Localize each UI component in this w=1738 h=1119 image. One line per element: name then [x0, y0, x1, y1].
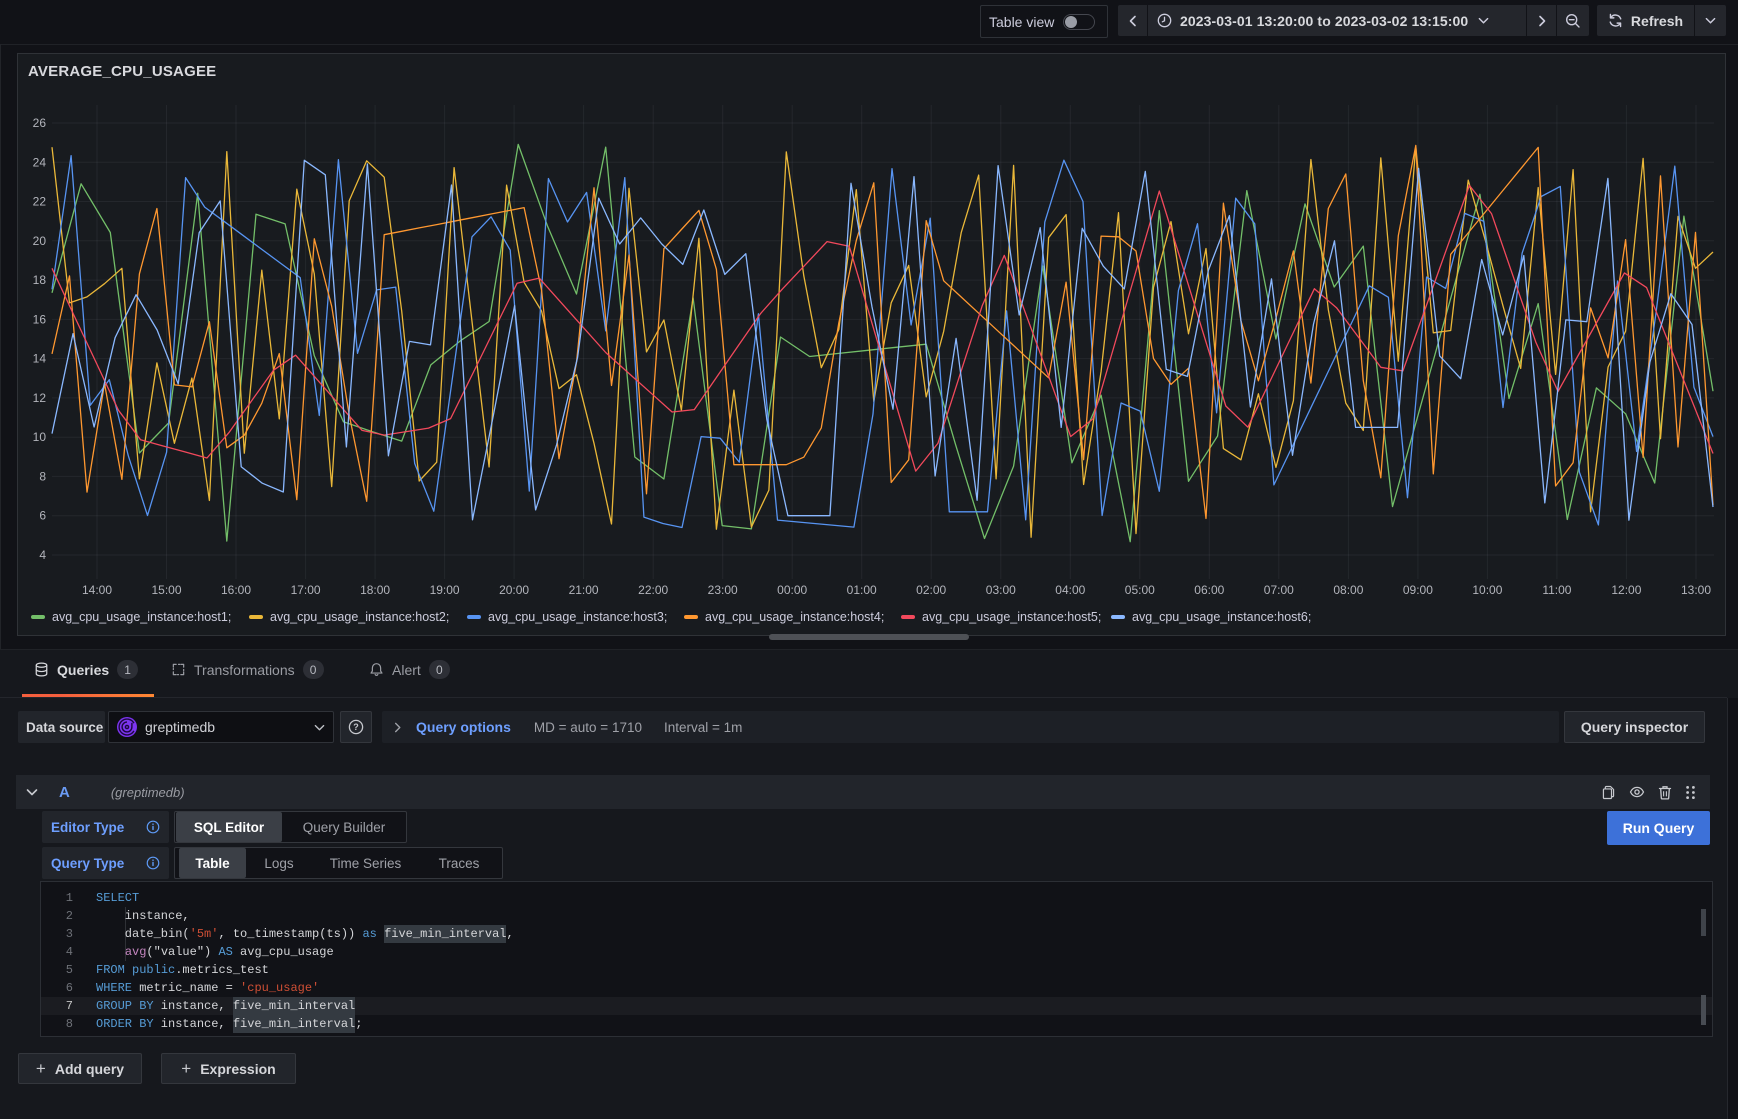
svg-text:08:00: 08:00	[1333, 583, 1363, 597]
svg-text:00:00: 00:00	[777, 583, 807, 597]
svg-text:14:00: 14:00	[82, 583, 112, 597]
svg-text:17:00: 17:00	[291, 583, 321, 597]
svg-text:8: 8	[39, 469, 46, 483]
svg-text:04:00: 04:00	[1055, 583, 1085, 597]
svg-text:20: 20	[33, 234, 47, 248]
svg-text:26: 26	[33, 116, 47, 130]
svg-text:22:00: 22:00	[638, 583, 668, 597]
svg-text:avg_cpu_usage_instance:host2;: avg_cpu_usage_instance:host2;	[270, 610, 449, 624]
svg-text:18: 18	[33, 273, 47, 287]
svg-text:02:00: 02:00	[916, 583, 946, 597]
svg-text:4: 4	[39, 548, 46, 562]
svg-text:03:00: 03:00	[986, 583, 1016, 597]
svg-text:13:00: 13:00	[1681, 583, 1711, 597]
svg-text:avg_cpu_usage_instance:host5;: avg_cpu_usage_instance:host5;	[922, 610, 1101, 624]
svg-text:11:00: 11:00	[1542, 583, 1571, 597]
svg-text:22: 22	[33, 195, 47, 209]
svg-text:16:00: 16:00	[221, 583, 251, 597]
svg-text:?: ?	[353, 722, 359, 732]
svg-text:avg_cpu_usage_instance:host4;: avg_cpu_usage_instance:host4;	[705, 610, 884, 624]
svg-text:15:00: 15:00	[151, 583, 181, 597]
svg-text:09:00: 09:00	[1403, 583, 1433, 597]
svg-text:14: 14	[33, 352, 47, 366]
svg-text:06:00: 06:00	[1194, 583, 1224, 597]
svg-text:01:00: 01:00	[847, 583, 877, 597]
svg-text:19:00: 19:00	[430, 583, 460, 597]
svg-text:16: 16	[33, 312, 47, 326]
svg-text:avg_cpu_usage_instance:host6;: avg_cpu_usage_instance:host6;	[1132, 610, 1311, 624]
svg-text:6: 6	[39, 509, 46, 523]
svg-text:12:00: 12:00	[1611, 583, 1641, 597]
svg-text:07:00: 07:00	[1264, 583, 1294, 597]
svg-text:23:00: 23:00	[708, 583, 738, 597]
svg-text:avg_cpu_usage_instance:host3;: avg_cpu_usage_instance:host3;	[488, 610, 667, 624]
svg-text:avg_cpu_usage_instance:host1;: avg_cpu_usage_instance:host1;	[52, 610, 231, 624]
svg-text:24: 24	[33, 155, 47, 169]
svg-text:18:00: 18:00	[360, 583, 390, 597]
svg-text:05:00: 05:00	[1125, 583, 1155, 597]
svg-text:10: 10	[33, 430, 47, 444]
svg-text:12: 12	[33, 391, 47, 405]
svg-text:10:00: 10:00	[1472, 583, 1502, 597]
svg-text:20:00: 20:00	[499, 583, 529, 597]
svg-text:21:00: 21:00	[569, 583, 599, 597]
